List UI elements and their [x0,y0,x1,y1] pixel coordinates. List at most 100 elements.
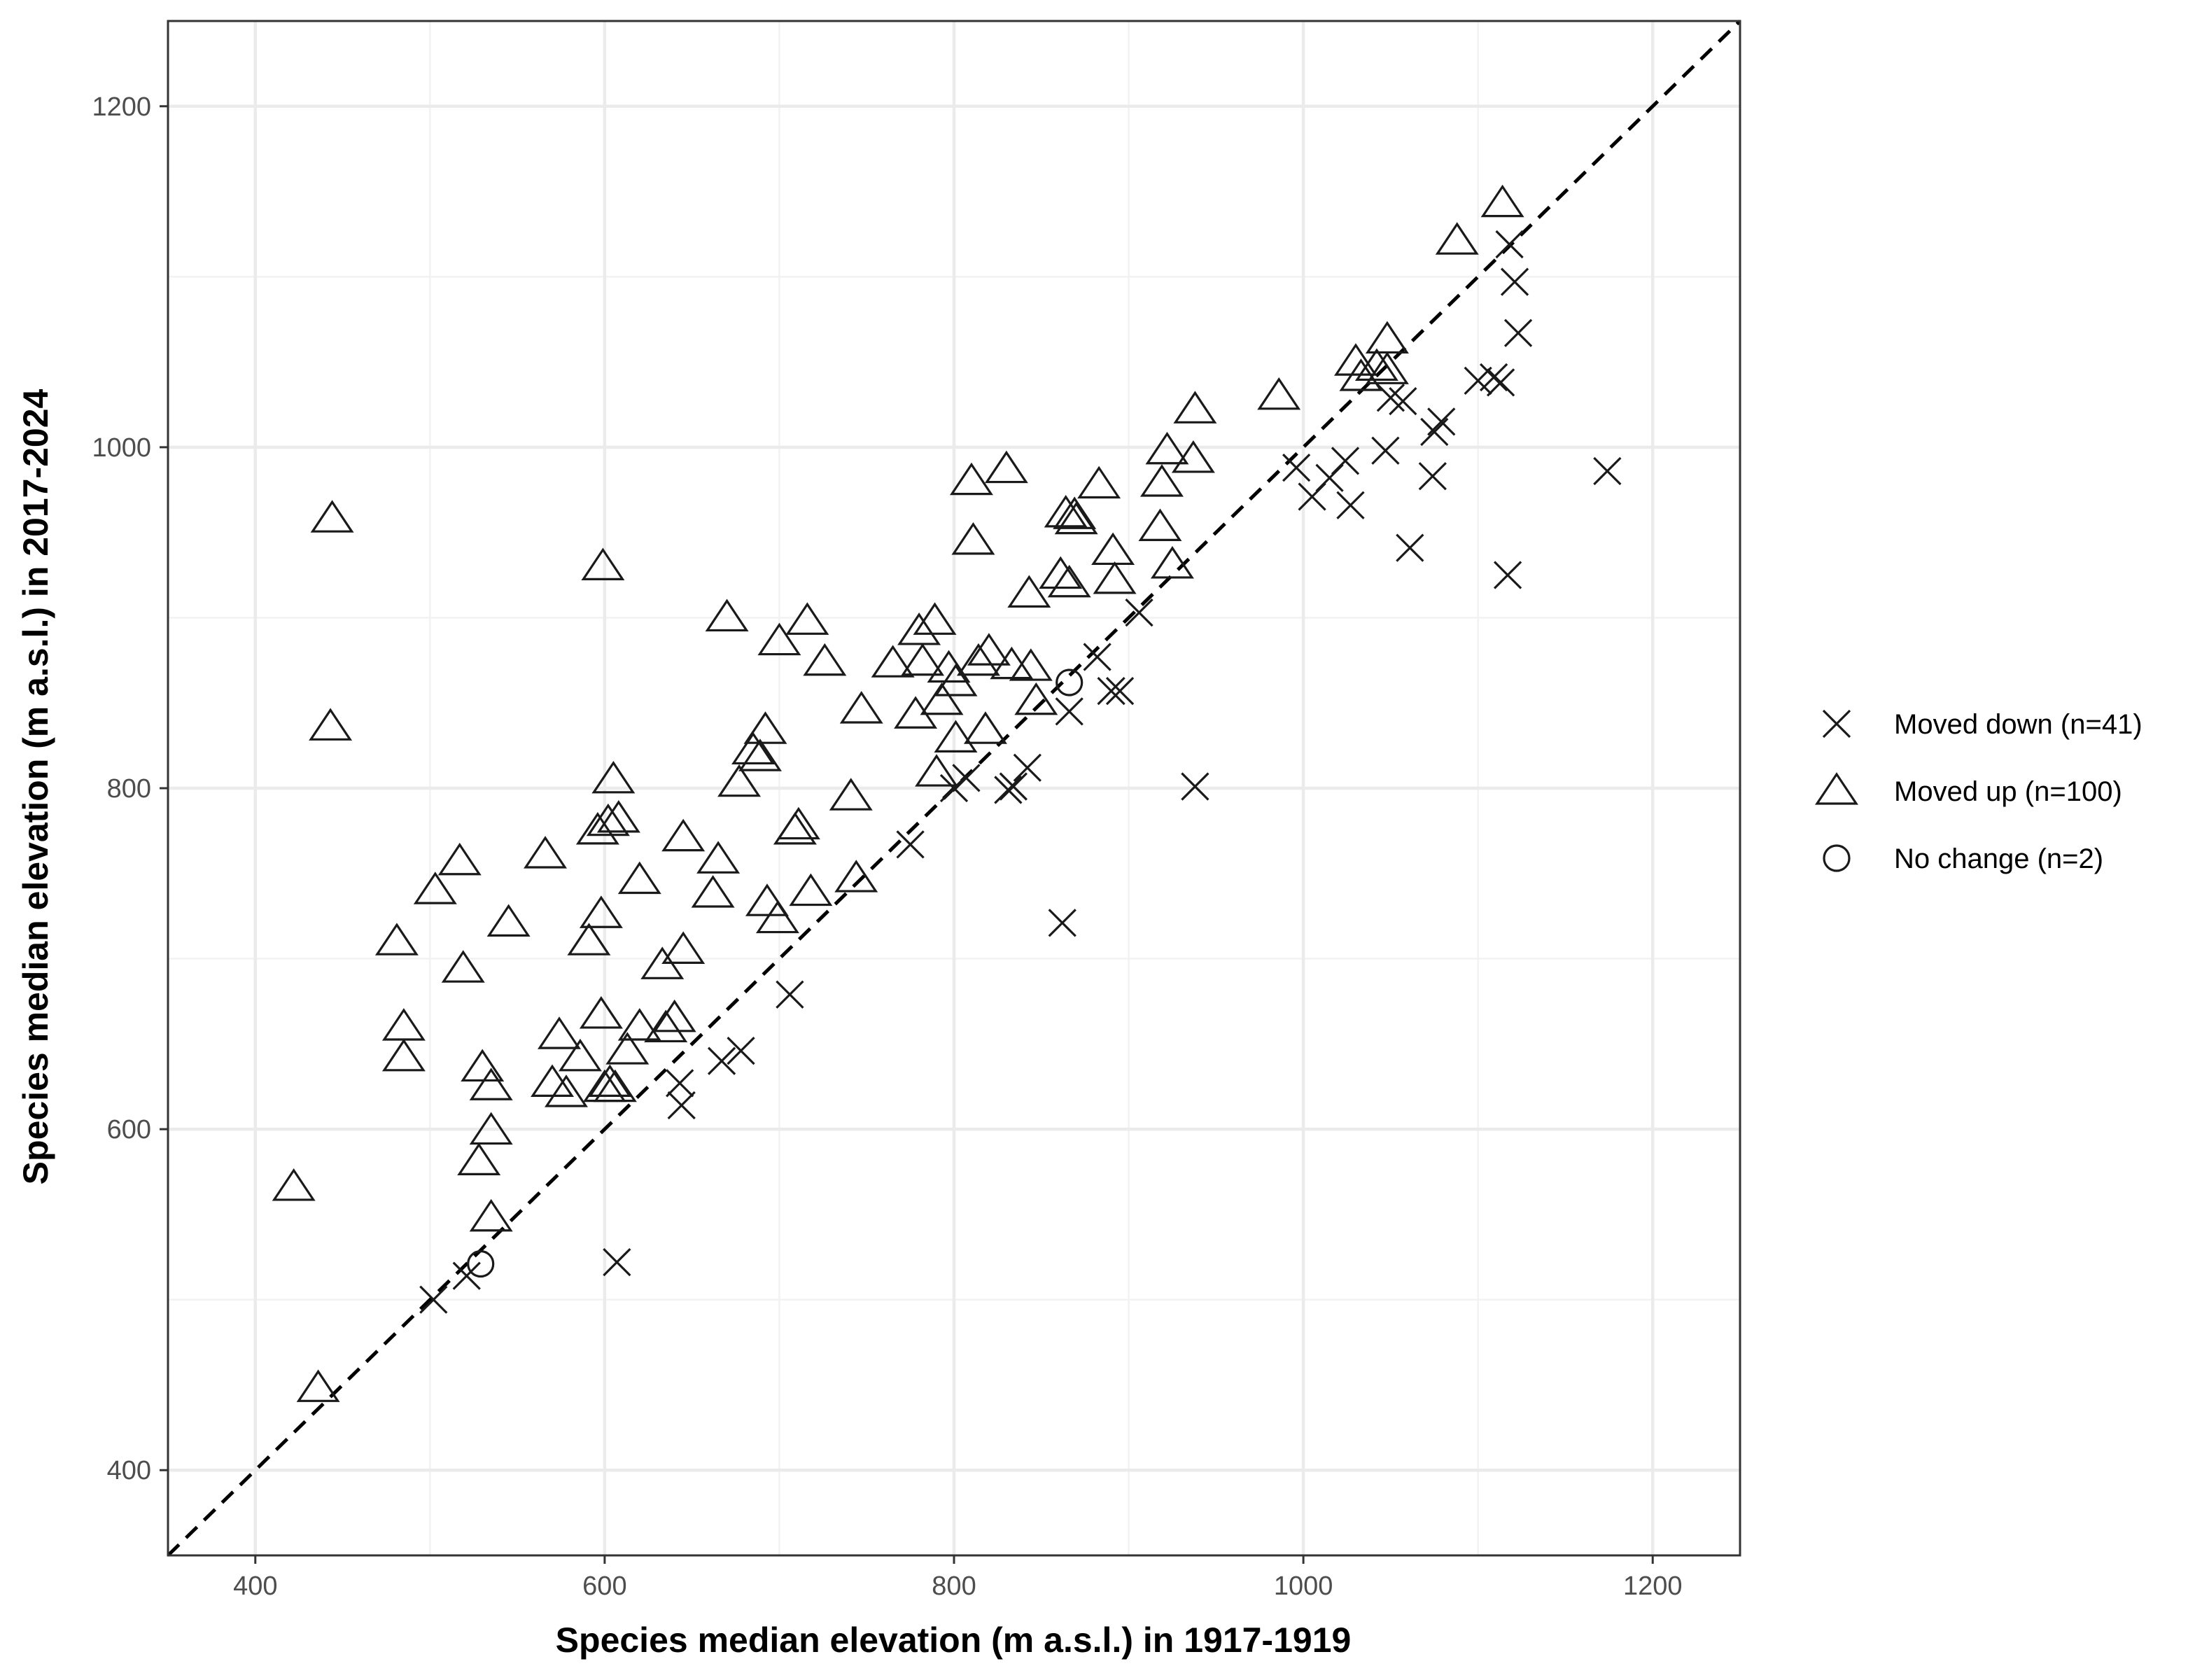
cross-point-35 [1493,561,1522,589]
y-tick-label: 600 [107,1115,151,1144]
cross-point-20 [1181,772,1209,801]
triangle-point-75 [1007,575,1051,608]
x-tick-label: 600 [582,1572,626,1601]
legend-item-triangle: Moved up (n=100) [1815,772,2122,807]
triangle-point-94 [1339,358,1383,391]
triangle-point-76 [1009,648,1053,681]
triangle-point-16 [524,836,568,869]
cross-point-11 [994,776,1023,804]
legend-key-circle [1823,844,1851,872]
cross-point-34 [1479,363,1508,392]
triangle-point-81 [1053,496,1097,529]
cross-point-26 [1371,436,1400,465]
series-cross [419,230,1622,1314]
triangle-point-60 [897,612,941,645]
cross-point-9 [939,774,969,803]
y-axis-ticks: 400 600 800 1000 1200 [92,92,168,1485]
grid-major [168,21,1740,1555]
triangle-point-66 [934,720,978,752]
triangle-point-21 [567,923,611,955]
triangle-point-37 [652,999,696,1032]
cross-point-24 [1331,447,1360,475]
cross-point-36 [1495,230,1524,259]
cross-point-3 [667,1091,696,1120]
legend-key-cross [1822,709,1851,738]
cross-point-27 [1376,384,1405,412]
triangle-point-63 [915,754,959,787]
triangle-point-22 [575,812,619,845]
triangle-point-84 [1091,532,1135,566]
triangle-point-1 [296,1369,340,1402]
triangle-point-61 [901,643,945,676]
cross-point-28 [1389,386,1417,416]
triangle-point-83 [1077,465,1121,499]
cross-point-14 [1048,909,1077,937]
triangle-point-88 [1145,431,1189,465]
cross-point-12 [999,772,1028,801]
x-tick-label: 800 [932,1572,976,1601]
triangle-point-41 [696,841,741,874]
triangle-point-71 [963,711,1007,744]
legend-key-triangle [1815,772,1858,805]
triangle-point-25 [581,547,625,580]
cross-point-13 [1013,753,1042,782]
triangle-point-7 [413,872,457,904]
x-axis-ticks: 400 600 800 1000 1200 [233,1555,1682,1601]
triangle-point-97 [1435,222,1479,255]
triangle-point-91 [1173,391,1217,424]
triangle-point-92 [1257,377,1301,410]
triangle-point-93 [1333,343,1377,376]
triangle-point-3 [310,500,354,533]
y-tick-label: 400 [107,1456,151,1485]
triangle-point-78 [1039,556,1083,589]
triangle-point-47 [745,883,789,916]
triangle-point-36 [644,1009,688,1043]
cross-point-15 [1055,697,1084,726]
series-circle [467,668,1084,1278]
triangle-point-6 [381,1038,426,1072]
triangle-point-19 [544,1074,588,1107]
cross-point-7 [776,980,804,1009]
cross-point-19 [1125,598,1153,627]
y-tick-label: 1200 [92,92,151,122]
x-tick-label: 1200 [1623,1572,1683,1601]
triangle-point-65 [927,650,971,683]
x-tick-label: 1000 [1274,1572,1333,1601]
triangle-point-67 [934,664,978,696]
triangle-point-2 [309,708,353,741]
legend-label: No change (n=2) [1894,844,2103,874]
triangle-point-12 [469,1112,513,1145]
triangle-point-85 [1093,561,1137,594]
cross-point-39 [1593,456,1622,486]
cross-point-18 [1105,677,1135,706]
triangle-point-34 [617,1008,661,1041]
triangle-point-4 [374,923,419,955]
y-tick-label: 1000 [92,433,151,463]
triangle-point-79 [1044,494,1088,528]
triangle-point-39 [661,818,706,852]
cross-point-10 [952,764,981,792]
circle-point-1 [1056,668,1084,696]
triangle-point-98 [1480,184,1524,218]
triangle-point-77 [1014,682,1058,715]
y-tick-label: 800 [107,774,151,804]
x-tick-label: 400 [233,1572,277,1601]
triangle-point-80 [1047,564,1091,598]
triangle-point-43 [717,764,762,797]
triangle-point-82 [1054,501,1098,535]
triangle-point-29 [591,760,636,794]
legend-item-circle: No change (n=2) [1823,844,2103,874]
triangle-point-33 [617,861,661,895]
triangle-point-46 [743,711,787,744]
x-axis-title: Species median elevation (m a.s.l.) in 1… [556,1620,1352,1660]
triangle-point-95 [1354,348,1398,382]
triangle-point-68 [949,462,993,496]
triangle-point-9 [441,950,485,983]
triangle-point-28 [588,1064,632,1097]
triangle-point-87 [1139,464,1184,497]
triangle-point-31 [596,799,640,833]
y-axis-title: Species median elevation (m a.s.l.) in 2… [16,388,55,1184]
cross-point-38 [1503,318,1533,347]
